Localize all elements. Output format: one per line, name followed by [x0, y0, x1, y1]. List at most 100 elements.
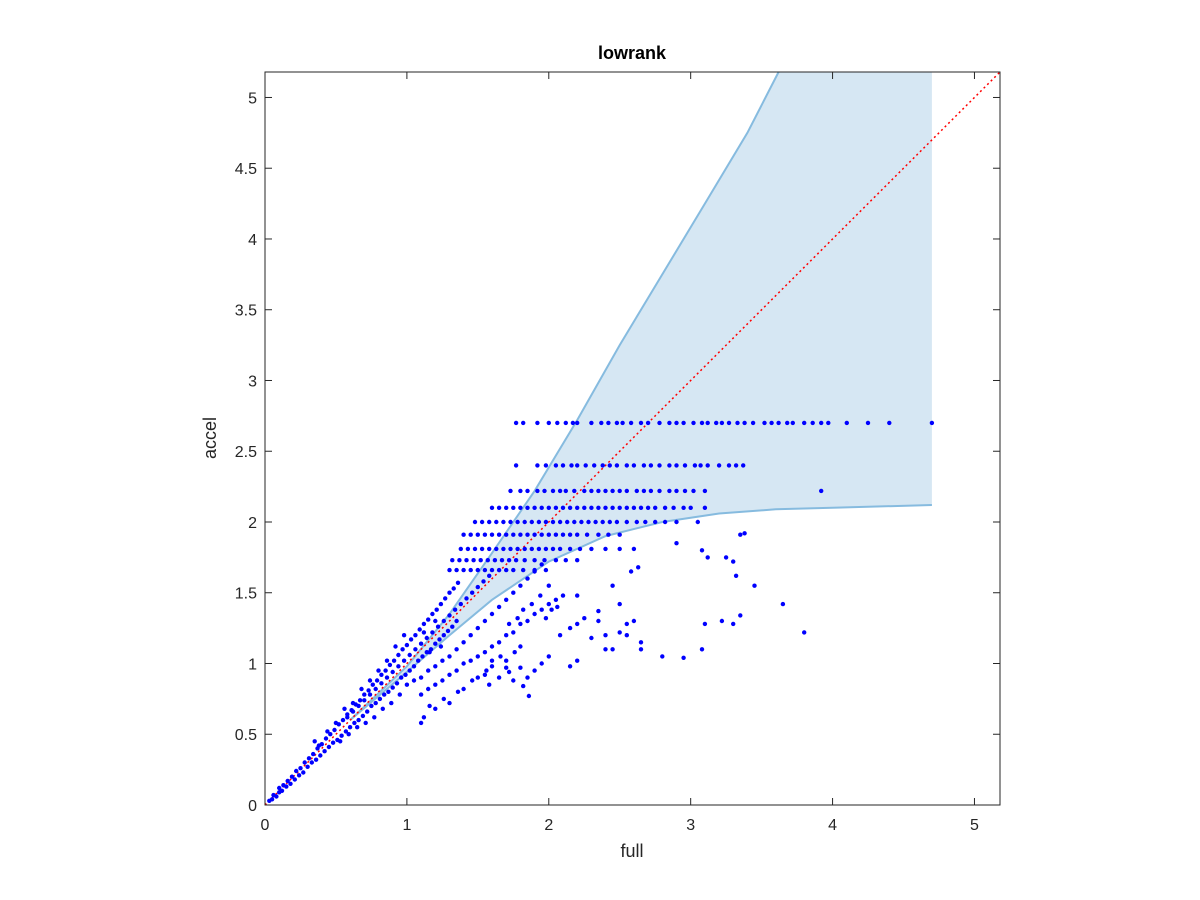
data-point	[471, 558, 476, 563]
data-point	[526, 693, 532, 699]
data-point	[648, 463, 654, 468]
data-point	[546, 505, 551, 510]
data-point	[539, 562, 544, 567]
data-point	[780, 601, 786, 607]
data-point	[735, 420, 740, 426]
data-point	[292, 777, 297, 782]
data-point	[617, 630, 622, 635]
data-point	[433, 706, 438, 711]
data-point	[482, 618, 488, 624]
data-point	[323, 736, 329, 741]
x-axis-label: full	[620, 841, 643, 861]
data-point	[546, 420, 551, 426]
data-point	[401, 633, 407, 638]
data-point	[461, 567, 466, 573]
data-point	[525, 675, 530, 680]
data-point	[350, 700, 356, 706]
data-point	[563, 420, 568, 426]
data-point	[346, 732, 351, 737]
data-point	[705, 555, 710, 560]
data-point	[441, 633, 446, 638]
data-point	[492, 558, 498, 563]
data-point	[393, 644, 398, 649]
data-point	[350, 709, 356, 714]
data-point	[374, 678, 380, 683]
data-point	[279, 788, 285, 793]
data-point	[617, 532, 622, 537]
data-point	[506, 669, 512, 675]
band-upper-edge	[349, 71, 780, 721]
data-point	[681, 420, 686, 426]
data-point	[819, 420, 824, 426]
y-tick-label: 5	[248, 90, 257, 107]
data-point	[426, 668, 431, 673]
data-point	[487, 546, 492, 552]
data-point	[512, 650, 517, 655]
data-point	[543, 546, 549, 552]
data-point	[667, 463, 672, 468]
data-point	[298, 766, 303, 771]
data-point	[682, 463, 688, 468]
data-point	[553, 558, 559, 563]
data-point	[671, 505, 676, 510]
data-point	[550, 519, 556, 525]
data-point	[653, 505, 658, 510]
data-point	[289, 774, 295, 779]
data-point	[496, 675, 502, 680]
data-point	[586, 519, 591, 525]
data-point	[522, 546, 527, 552]
data-point	[417, 627, 422, 632]
data-point	[553, 463, 559, 468]
data-point	[384, 675, 390, 680]
band-fill	[350, 72, 932, 721]
data-point	[496, 640, 502, 645]
data-point	[496, 604, 502, 610]
data-point	[688, 505, 693, 510]
data-point	[433, 641, 438, 646]
data-point	[370, 682, 375, 687]
data-point	[539, 505, 544, 510]
data-point	[451, 586, 456, 591]
data-point	[575, 621, 580, 627]
data-point	[826, 420, 831, 426]
data-point	[532, 505, 537, 510]
data-point	[447, 613, 452, 618]
y-tick-label: 2	[248, 515, 257, 532]
data-point	[482, 567, 488, 573]
data-point	[288, 781, 293, 786]
data-point	[511, 505, 516, 510]
data-point	[674, 541, 679, 546]
data-point	[525, 618, 530, 624]
data-point	[674, 463, 679, 468]
data-point	[461, 661, 466, 666]
data-point	[513, 463, 519, 468]
x-tick-label: 1	[402, 817, 411, 834]
data-point	[396, 652, 401, 658]
plot-frame	[264, 71, 1001, 806]
data-point	[557, 519, 563, 525]
data-point	[583, 463, 588, 468]
data-point	[489, 644, 495, 649]
data-point	[542, 488, 547, 494]
data-point	[356, 717, 361, 723]
data-point	[366, 688, 371, 693]
data-point	[634, 519, 639, 525]
data-point	[567, 546, 573, 552]
data-point	[470, 590, 475, 595]
data-point	[699, 548, 705, 553]
data-point	[555, 604, 560, 610]
data-point	[560, 463, 566, 468]
data-point	[452, 607, 458, 612]
data-point	[645, 505, 651, 510]
data-point	[543, 567, 549, 573]
data-point	[458, 601, 463, 607]
data-point	[662, 505, 668, 510]
data-point	[475, 675, 480, 680]
data-point	[301, 770, 306, 775]
data-point	[638, 647, 644, 652]
data-point	[305, 764, 310, 769]
data-point	[484, 668, 489, 673]
data-point	[555, 420, 560, 426]
data-point	[437, 637, 442, 642]
data-point	[498, 654, 503, 659]
